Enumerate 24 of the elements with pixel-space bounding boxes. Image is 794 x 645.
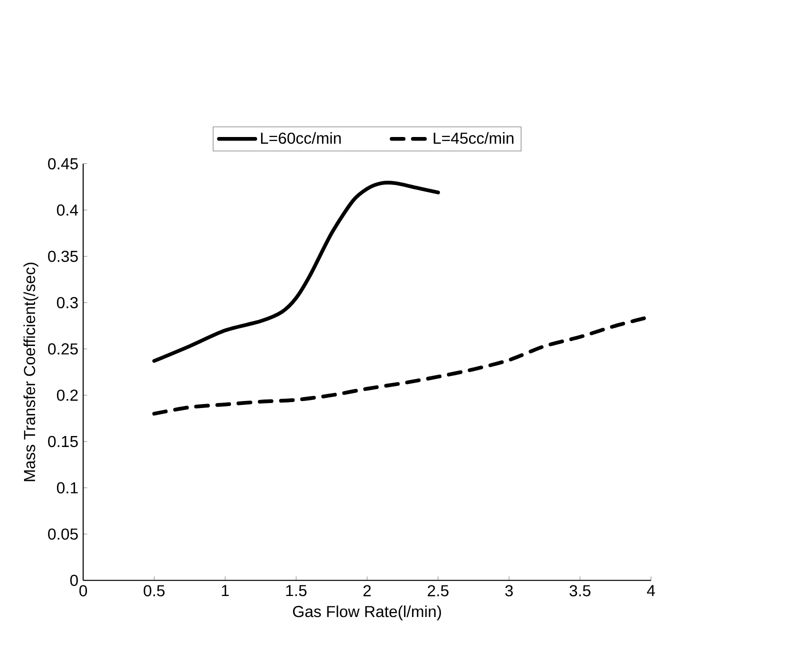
y-tick-label: 0.35: [48, 250, 78, 262]
x-tick-label: 2: [363, 585, 371, 596]
y-tick-label: 0.4: [56, 204, 78, 216]
x-tick-label: 1: [222, 585, 229, 596]
y-tick-label: 0.05: [48, 528, 78, 540]
y-tick-label: 0.25: [48, 343, 78, 355]
x-tick-label: 2.5: [428, 585, 448, 597]
x-tick-label: 4: [646, 585, 655, 596]
y-axis-title: Mass Transfer Coefficient(/sec): [23, 262, 38, 482]
x-tick-label: 0: [79, 585, 88, 597]
x-axis-title: Gas Flow Rate(l/min): [293, 606, 441, 620]
legend-label: L=60cc/min: [261, 132, 341, 144]
x-tick-label: 3.5: [570, 585, 590, 597]
y-tick-label: 0.1: [56, 482, 78, 494]
x-tick-label: 3: [505, 585, 513, 597]
y-tick-label: 0: [70, 574, 78, 586]
y-tick-label: 0.2: [56, 390, 78, 402]
x-tick-label: 1.5: [286, 585, 307, 596]
y-tick-label: 0.45: [48, 158, 78, 170]
line-series: [152, 181, 440, 363]
x-tick-label: 0.5: [144, 585, 165, 597]
y-tick-label: 0.3: [56, 297, 78, 308]
y-tick-label: 0.15: [48, 436, 78, 448]
legend-label: L=45cc/min: [434, 132, 514, 144]
